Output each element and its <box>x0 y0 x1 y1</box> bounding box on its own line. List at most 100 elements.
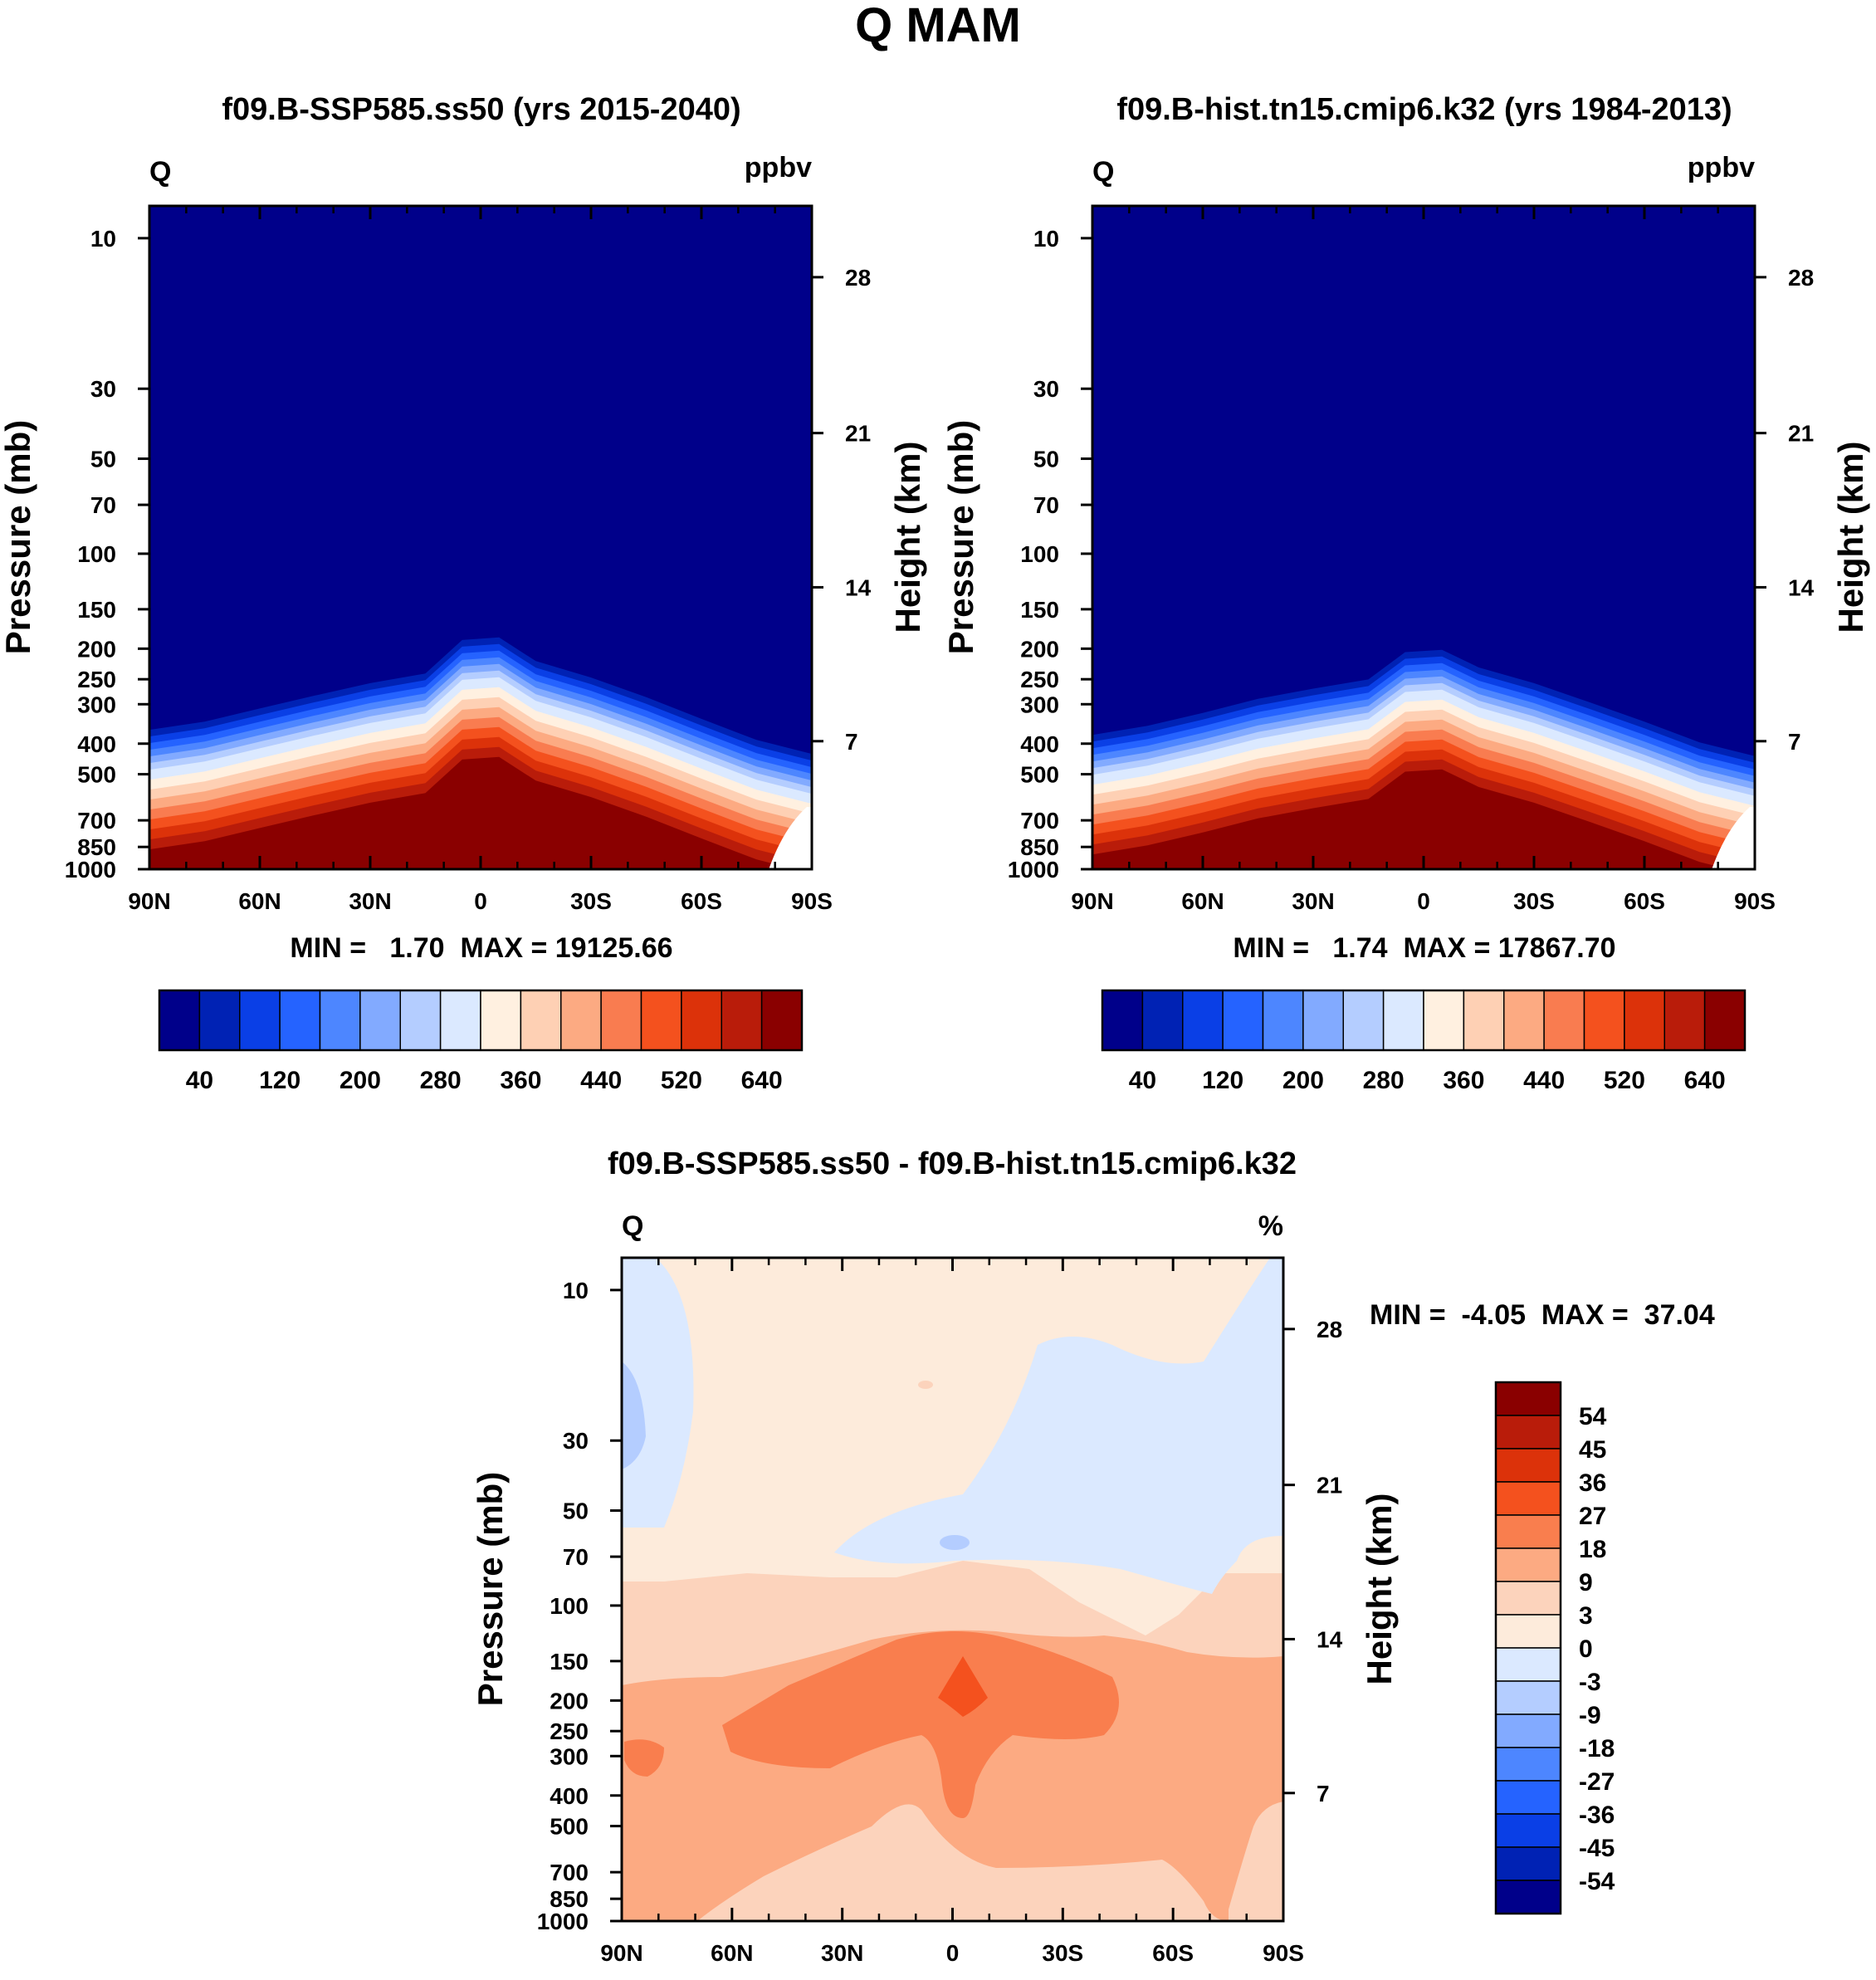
colorbar-label: 280 <box>420 1067 462 1094</box>
panel-bottom-title: f09.B-SSP585.ss50 - f09.B-hist.tn15.cmip… <box>608 1146 1297 1181</box>
y-tick-label: 30 <box>563 1428 589 1454</box>
y-tick-label: 500 <box>1020 762 1059 788</box>
panel-left-var-label: Q <box>149 156 171 188</box>
colorbar-cell <box>1495 1415 1561 1450</box>
colorbar-cell <box>1342 990 1385 1051</box>
colorbar-frame <box>158 989 804 1052</box>
panel-right-units: ppbv <box>1688 152 1755 183</box>
panel-right: f09.B-hist.tn15.cmip6.k32 (yrs 1984-2013… <box>941 92 1870 1094</box>
panel-bottom-plot <box>622 1258 1283 1921</box>
colorbar-cell <box>1543 990 1585 1051</box>
y-tick-label: 1000 <box>537 1909 589 1934</box>
y-tick-label: 100 <box>77 541 116 567</box>
colorbar-label: -3 <box>1579 1669 1601 1696</box>
y-tick-label: 850 <box>77 834 116 860</box>
colorbar-label: 360 <box>500 1067 541 1094</box>
colorbar-label: 360 <box>1443 1067 1484 1094</box>
colorbar-cell <box>1503 990 1545 1051</box>
panel-bottom-colorbar: 54 45 36 27 18 9 3 0 -3 -9 -18 -27 -36 -45 -54 <box>1494 1381 1615 1915</box>
contour-band <box>1092 769 1755 869</box>
colorbar-cell <box>359 990 401 1051</box>
panel-right-y2label: Height (km) <box>1831 442 1870 633</box>
y-tick-label: 100 <box>1020 541 1059 567</box>
x-tick-label: 30S <box>1513 888 1555 914</box>
y-tick-label: 30 <box>90 376 116 402</box>
y-tick-label: 70 <box>563 1544 589 1570</box>
y-tick-label: 850 <box>1020 834 1059 860</box>
y2-tick-label: 28 <box>1788 265 1814 291</box>
main-title: Q MAM <box>855 0 1021 52</box>
diff-band-27-36 <box>938 1656 988 1717</box>
colorbar-label: 120 <box>1202 1067 1243 1094</box>
diff-band-neg-3-9-blob <box>940 1535 970 1550</box>
diff-band-18-27 <box>722 1631 1119 1818</box>
colorbar-cell <box>1495 1780 1561 1815</box>
colorbar-cell <box>159 990 201 1051</box>
x-tick-label: 0 <box>474 888 487 914</box>
x-tick-label: 30N <box>349 888 391 914</box>
panel-left-y2label: Height (km) <box>888 442 927 633</box>
x-tick-label: 0 <box>946 1940 960 1966</box>
panel-left-units: ppbv <box>745 152 812 183</box>
panel-right-minmax: MIN = 1.74 MAX = 17867.70 <box>1233 932 1615 964</box>
colorbar-label: 200 <box>340 1067 381 1094</box>
colorbar-frame <box>1101 989 1747 1052</box>
colorbar-label: 45 <box>1579 1436 1606 1464</box>
panel-bottom-var-label: Q <box>622 1210 643 1242</box>
panel-right-ylabel: Pressure (mb) <box>941 420 980 654</box>
y-tick-label: 250 <box>550 1718 589 1744</box>
colorbar-label: -54 <box>1579 1868 1615 1895</box>
x-tick-label: 0 <box>1417 888 1430 914</box>
x-tick-label: 30N <box>821 1940 863 1966</box>
colorbar-cell <box>239 990 281 1051</box>
colorbar-cell <box>1495 1448 1561 1483</box>
y2-tick-label: 14 <box>1317 1626 1343 1652</box>
colorbar-label: -18 <box>1579 1735 1615 1762</box>
colorbar-cell <box>1583 990 1625 1051</box>
y-tick-label: 1000 <box>65 857 116 882</box>
colorbar-cell <box>1222 990 1264 1051</box>
y2-tick-label: 14 <box>845 574 872 600</box>
y-tick-label: 200 <box>1020 636 1059 662</box>
y2-tick-label: 21 <box>1317 1473 1342 1498</box>
colorbar-label: 280 <box>1363 1067 1405 1094</box>
colorbar-cell <box>1495 1813 1561 1848</box>
y-tick-label: 70 <box>90 492 116 518</box>
y-tick-label: 10 <box>90 226 116 252</box>
y-tick-label: 10 <box>563 1278 589 1303</box>
colorbar-cell <box>1495 1880 1561 1914</box>
colorbar-cell <box>1495 1514 1561 1549</box>
y-tick-label: 250 <box>77 667 116 692</box>
y2-tick-label: 21 <box>845 421 871 447</box>
colorbar-cell <box>640 990 682 1051</box>
x-tick-label: 90N <box>600 1940 642 1966</box>
panel-right-plot <box>1092 206 1755 869</box>
x-tick-label: 90N <box>128 888 170 914</box>
colorbar-cell <box>1663 990 1706 1051</box>
colorbar-label: 0 <box>1579 1635 1593 1663</box>
panel-right-title: f09.B-hist.tn15.cmip6.k32 (yrs 1984-2013… <box>1116 92 1732 127</box>
colorbar-cell <box>1182 990 1224 1051</box>
panel-right-contour-bands <box>1092 649 1755 869</box>
y-tick-label: 200 <box>550 1688 589 1714</box>
panel-left-contour-bands <box>149 637 812 869</box>
y-tick-label: 850 <box>550 1886 589 1912</box>
x-tick-label: 90S <box>1263 1940 1304 1966</box>
colorbar-label: 40 <box>186 1067 213 1094</box>
colorbar-cell <box>600 990 642 1051</box>
colorbar-cell <box>1495 1614 1561 1649</box>
y-tick-label: 300 <box>550 1743 589 1769</box>
y-tick-label: 400 <box>1020 731 1059 757</box>
x-tick-label: 60N <box>711 1940 753 1966</box>
colorbar-cell <box>760 990 803 1051</box>
contour-band <box>149 756 812 869</box>
y2-tick-label: 28 <box>1317 1317 1342 1342</box>
diff-band-18-27-north-blob <box>624 1739 664 1777</box>
y2-tick-label: 7 <box>1317 1781 1330 1806</box>
y2-tick-label: 21 <box>1788 421 1814 447</box>
y-tick-label: 500 <box>550 1814 589 1840</box>
panel-left: f09.B-SSP585.ss50 (yrs 2015-2040) Q ppbv… <box>0 92 927 1094</box>
y2-tick-label: 7 <box>1788 729 1801 755</box>
y-tick-label: 150 <box>77 597 116 623</box>
colorbar-cell <box>721 990 763 1051</box>
